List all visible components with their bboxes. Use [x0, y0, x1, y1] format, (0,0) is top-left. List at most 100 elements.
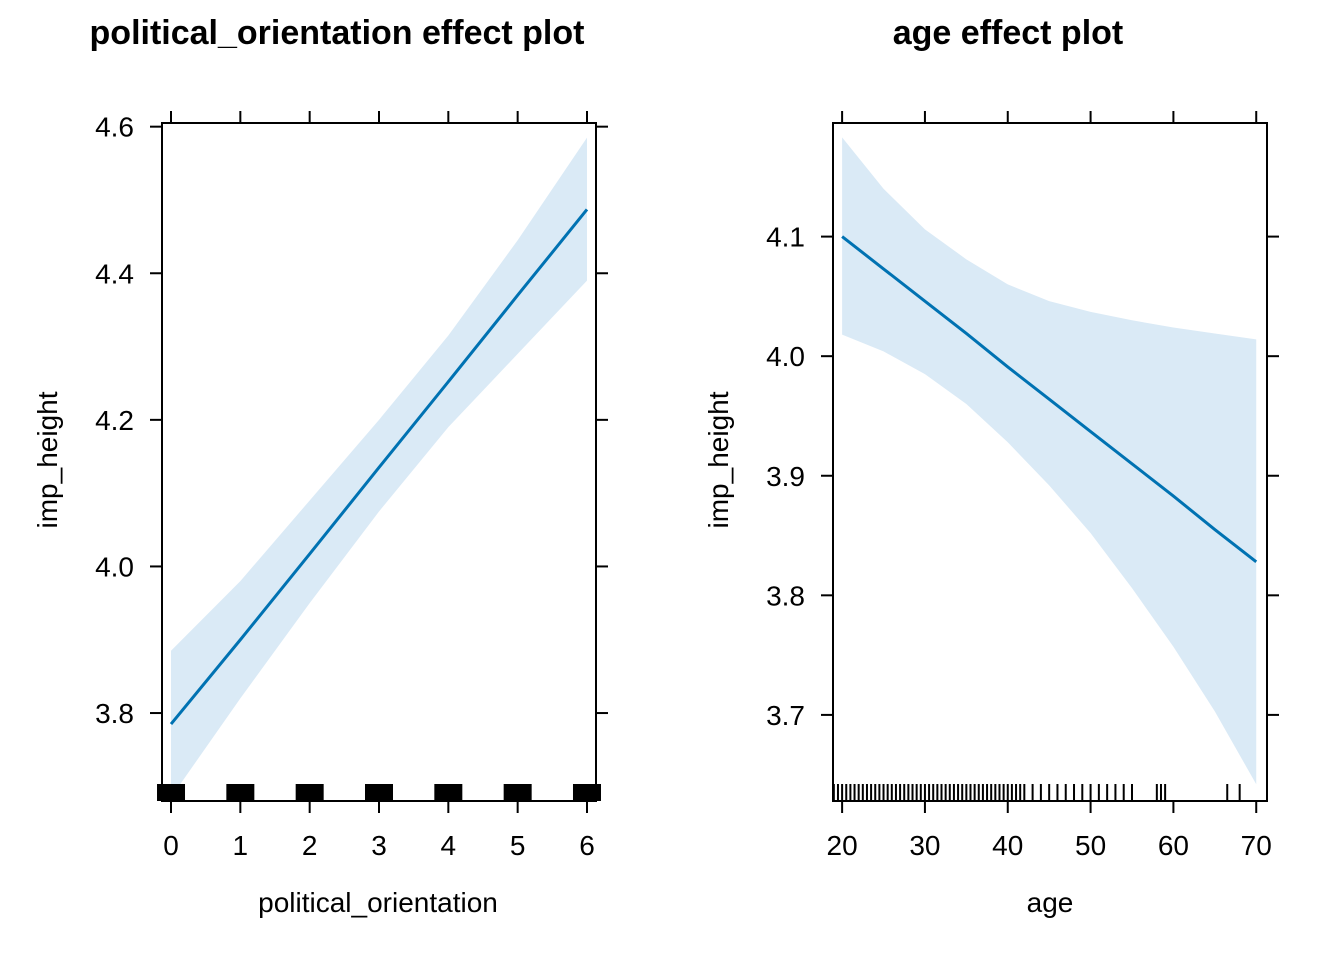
rug-mark	[1106, 784, 1109, 801]
rug-mark	[882, 784, 885, 801]
rug-mark	[878, 784, 881, 801]
y-tick-label: 4.0	[766, 341, 805, 372]
x-tick-label: 40	[992, 830, 1023, 861]
rug-mark	[1015, 784, 1018, 801]
x-axis-label: age	[1027, 887, 1074, 918]
rug-mark	[1089, 784, 1092, 801]
rug-mark	[886, 784, 889, 801]
rug-mark	[957, 784, 960, 801]
rug-mark	[365, 784, 393, 801]
x-tick-label: 30	[909, 830, 940, 861]
y-tick-label: 3.7	[766, 700, 805, 731]
rug-mark	[849, 784, 852, 801]
rug-mark	[919, 784, 922, 801]
x-tick-label: 70	[1241, 830, 1272, 861]
y-tick-label: 4.6	[95, 112, 134, 143]
y-tick-label: 4.4	[95, 258, 134, 289]
rug-mark	[865, 784, 868, 801]
effect-line	[841, 235, 1258, 564]
rug-mark	[932, 784, 935, 801]
x-tick-label: 20	[827, 830, 858, 861]
rug-mark	[1023, 784, 1026, 801]
rug-mark	[836, 784, 839, 801]
x-tick-label: 1	[233, 830, 249, 861]
rug-mark	[1097, 784, 1100, 801]
rug-mark	[965, 784, 968, 801]
political-orientation-panel: political_orientation effect plot 0 1 2 3 4 5…	[32, 14, 608, 918]
y-tick-label: 4.0	[95, 551, 134, 582]
rug-mark	[295, 784, 324, 801]
rug-mark	[1010, 784, 1013, 801]
rug-mark	[899, 784, 902, 801]
plot-frame	[832, 122, 1268, 802]
rug-mark	[1002, 784, 1005, 801]
rug-mark	[1039, 784, 1042, 801]
rug-mark	[981, 784, 984, 801]
rug-mark	[952, 784, 955, 801]
rug-mark	[1114, 784, 1117, 801]
rug-mark	[1006, 784, 1009, 801]
rug-mark	[986, 784, 989, 801]
rug-mark	[915, 784, 918, 801]
rug-mark	[1081, 784, 1084, 801]
chart-title: political_orientation effect plot	[90, 14, 585, 52]
rug-mark	[157, 784, 186, 801]
y-axis-label: imp_height	[703, 391, 734, 528]
y-axis-label: imp_height	[32, 391, 63, 528]
rug-mark	[923, 784, 926, 801]
rug-mark	[907, 784, 910, 801]
rug-mark	[226, 784, 255, 801]
age-panel: age effect plot 20 30 40 50 60 70 3.7 3.8 3.9 4.0…	[703, 14, 1279, 918]
rug-mark	[998, 784, 1001, 801]
rug-mark	[861, 784, 864, 801]
rug-mark	[990, 784, 993, 801]
y-tick-label: 4.1	[766, 222, 805, 253]
rug-mark	[903, 784, 906, 801]
x-tick-label: 4	[441, 830, 457, 861]
rug-mark	[1056, 784, 1059, 801]
chart-title: age effect plot	[893, 14, 1123, 52]
x-tick-label: 6	[579, 830, 595, 861]
rug-mark	[1159, 784, 1162, 801]
y-tick-label: 3.8	[95, 698, 134, 729]
rug-mark	[1064, 784, 1067, 801]
rug-mark	[874, 784, 877, 801]
rug-mark	[1073, 784, 1076, 801]
rug-mark	[1019, 784, 1022, 801]
x-tick-label: 2	[302, 830, 318, 861]
rug-mark	[1130, 784, 1133, 801]
rug-mark	[434, 784, 463, 801]
rug-mark	[961, 784, 964, 801]
rug-mark	[1226, 784, 1229, 801]
rug-mark	[973, 784, 976, 801]
confidence-band	[842, 137, 1257, 785]
rug-mark	[841, 784, 844, 801]
rug-mark	[969, 784, 972, 801]
rug-mark	[936, 784, 939, 801]
rug-mark	[1238, 784, 1241, 801]
rug-mark	[911, 784, 914, 801]
rug-mark	[1164, 784, 1167, 801]
rug-mark	[890, 784, 893, 801]
x-tick-label: 0	[163, 830, 179, 861]
rug-mark	[940, 784, 943, 801]
rug-mark	[1155, 784, 1158, 801]
x-tick-label: 50	[1075, 830, 1106, 861]
rug-mark	[857, 784, 860, 801]
rug-mark	[870, 784, 873, 801]
rug-mark	[1048, 784, 1051, 801]
x-tick-label: 3	[371, 830, 387, 861]
y-tick-label: 3.9	[766, 461, 805, 492]
x-tick-label: 60	[1158, 830, 1189, 861]
rug-mark	[894, 784, 897, 801]
rug-mark	[944, 784, 947, 801]
effect-line	[169, 208, 589, 725]
y-tick-label: 3.8	[766, 580, 805, 611]
rug-mark	[948, 784, 951, 801]
rug-mark	[1031, 784, 1034, 801]
rug-mark	[1122, 784, 1125, 801]
rug-mark	[845, 784, 848, 801]
rug-mark	[977, 784, 980, 801]
x-axis-label: political_orientation	[258, 887, 498, 918]
rug-mark	[503, 784, 532, 801]
